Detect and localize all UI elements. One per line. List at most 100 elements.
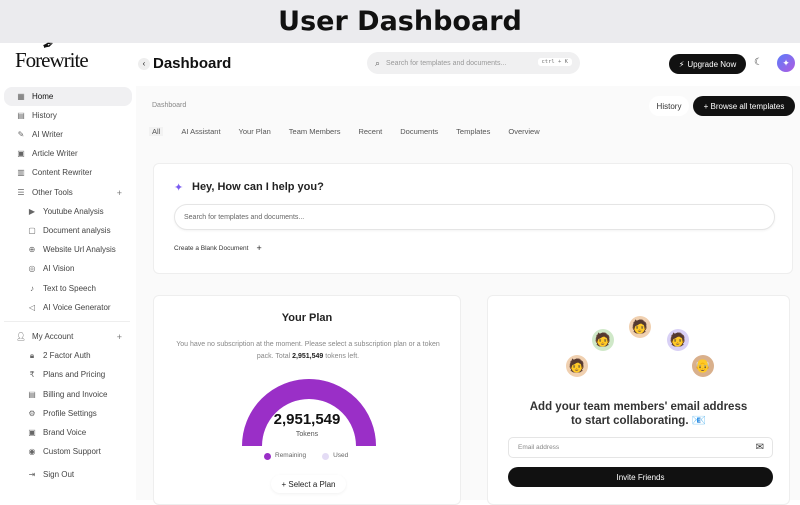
select-plan-button[interactable]: + Select a Plan bbox=[271, 475, 346, 493]
tab-documents[interactable]: Documents bbox=[400, 127, 439, 136]
sidebar-item-billing-and-invoice[interactable]: ▤ Billing and Invoice bbox=[18, 385, 134, 404]
sign-out-button[interactable]: ⇥ Sign Out bbox=[18, 466, 134, 485]
bolt-icon: ⚡︎ bbox=[678, 59, 685, 69]
brand-logo[interactable]: ✒ Forewrite bbox=[15, 38, 89, 72]
tool-icon: ⊕ bbox=[28, 245, 36, 255]
email-placeholder: Email address bbox=[518, 444, 560, 451]
gauge-legend: Remaining Used bbox=[264, 452, 348, 460]
sidebar-item-youtube-analysis[interactable]: ▶ Youtube Analysis bbox=[18, 202, 134, 221]
sidebar-item-article-writer[interactable]: ▣ Article Writer bbox=[4, 145, 132, 164]
tab-all[interactable]: All bbox=[149, 127, 164, 136]
upgrade-button[interactable]: ⚡︎ Upgrade Now bbox=[669, 54, 746, 74]
nav-label: Document analysis bbox=[43, 225, 111, 235]
brand-name: Forewrite bbox=[15, 48, 89, 72]
sign-out-icon: ⇥ bbox=[28, 470, 36, 480]
nav-label: AI Writer bbox=[32, 129, 63, 139]
nav-label: AI Vision bbox=[43, 264, 75, 274]
sidebar-item-ai-voice-generator[interactable]: ◁ AI Voice Generator bbox=[18, 298, 134, 317]
mail-icon: ✉ bbox=[755, 442, 764, 453]
nav-label: Article Writer bbox=[32, 149, 78, 159]
create-blank-document[interactable]: Create a Blank Document bbox=[174, 244, 249, 252]
legend-used: Used bbox=[333, 452, 349, 459]
plus-icon[interactable]: + bbox=[116, 187, 122, 198]
tool-icon: ▶ bbox=[28, 206, 36, 216]
create-blank-row: Create a Blank Document + bbox=[174, 243, 262, 253]
tab-overview[interactable]: Overview bbox=[508, 127, 540, 136]
sidebar-item-website-url-analysis[interactable]: ⊕ Website Url Analysis bbox=[18, 241, 134, 260]
sidebar-item-home[interactable]: ▦ Home bbox=[4, 87, 132, 106]
search-input[interactable]: ⌕ Search for templates and documents... ct… bbox=[367, 52, 580, 74]
token-gauge bbox=[242, 379, 376, 447]
tab-templates[interactable]: Templates bbox=[456, 127, 491, 136]
ai-avatar-button[interactable]: ✦ bbox=[777, 54, 795, 72]
team-avatar: 🧑 bbox=[566, 355, 588, 377]
plus-icon[interactable]: + bbox=[256, 243, 262, 253]
assistant-card: ✦ Hey, How can I help you? Search for te… bbox=[153, 163, 793, 274]
plan-card: Your Plan You have no subscription at th… bbox=[153, 295, 461, 505]
sidebar-item-brand-voice[interactable]: ▣ Brand Voice bbox=[18, 423, 134, 442]
history-button[interactable]: History bbox=[649, 96, 689, 116]
sidebar-item-custom-support[interactable]: ◉ Custom Support bbox=[18, 443, 134, 462]
top-bar: ‹ Dashboard ⌕ Search for templates and do… bbox=[136, 43, 800, 86]
grid-icon: ▦ bbox=[17, 91, 25, 101]
breadcrumb[interactable]: Dashboard bbox=[152, 102, 187, 109]
divider bbox=[4, 321, 130, 323]
nav-label: My Account bbox=[32, 331, 74, 341]
main-content: ‹ Dashboard ⌕ Search for templates and do… bbox=[136, 43, 800, 505]
sparkle-icon: ✦ bbox=[174, 182, 184, 194]
used-swatch bbox=[322, 452, 330, 460]
sidebar-item-ai-writer[interactable]: ✎ AI Writer bbox=[4, 125, 132, 144]
invite-friends-button[interactable]: Invite Friends bbox=[508, 467, 773, 487]
sidebar-item-plans-and-pricing[interactable]: ₹ Plans and Pricing bbox=[18, 366, 134, 385]
tab-recent[interactable]: Recent bbox=[358, 127, 383, 136]
remaining-swatch bbox=[264, 452, 271, 460]
nav-label: Website Url Analysis bbox=[43, 245, 116, 255]
team-avatar: 👴 bbox=[692, 355, 714, 377]
team-text-1: Add your team members' email address bbox=[529, 401, 748, 413]
legend-remaining: Remaining bbox=[275, 452, 307, 459]
account-icon: ▤ bbox=[28, 389, 36, 399]
tab-ai-assistant[interactable]: AI Assistant bbox=[181, 127, 221, 136]
sidebar-item-ai-vision[interactable]: ◎ AI Vision bbox=[18, 260, 134, 279]
nav-label: Profile Settings bbox=[43, 408, 97, 418]
archive-icon: ▤ bbox=[17, 110, 25, 120]
shortcut-hint: ctrl + K bbox=[537, 58, 572, 66]
chevron-left-icon[interactable]: ‹ bbox=[138, 58, 150, 70]
assistant-title: Hey, How can I help you? bbox=[192, 181, 324, 193]
plus-icon[interactable]: + bbox=[116, 331, 122, 342]
account-icon: 🔒︎ bbox=[29, 351, 35, 361]
moon-icon[interactable]: ☾ bbox=[754, 57, 763, 68]
nav-label: Custom Support bbox=[43, 447, 101, 457]
browse-templates-button[interactable]: + Browse all templates bbox=[693, 96, 795, 116]
team-avatar: 🧑 bbox=[667, 329, 689, 351]
sidebar-item-profile-settings[interactable]: ⚙ Profile Settings bbox=[18, 404, 134, 423]
article-icon: ▣ bbox=[17, 149, 25, 159]
tab-bar: All AI Assistant Your Plan Team Members Rece… bbox=[149, 127, 558, 136]
plan-tokens: 2,951,549 bbox=[292, 353, 324, 360]
tool-icon: ▢ bbox=[28, 225, 36, 235]
plan-desc-2: tokens left. bbox=[323, 353, 360, 360]
nav-label: Billing and Invoice bbox=[43, 389, 108, 399]
email-input[interactable]: Email address ✉ bbox=[508, 437, 773, 458]
sidebar-item-text-to-speech[interactable]: ♪ Text to Speech bbox=[18, 279, 134, 298]
sidebar-item-other-tools[interactable]: ☰ Other Tools + bbox=[4, 183, 132, 202]
sidebar-item-content-rewriter[interactable]: ▥ Content Rewriter bbox=[4, 164, 132, 183]
sidebar-item-2-factor-auth[interactable]: 🔒︎ 2 Factor Auth bbox=[18, 347, 134, 366]
sidebar-item-history[interactable]: ▤ History bbox=[4, 106, 132, 125]
sidebar-item-document-analysis[interactable]: ▢ Document analysis bbox=[18, 221, 134, 240]
tool-icon: ◁ bbox=[28, 302, 36, 312]
upgrade-label: Upgrade Now bbox=[687, 59, 737, 69]
gauge-label: Tokens bbox=[295, 431, 319, 438]
nav-label: 2 Factor Auth bbox=[43, 351, 91, 361]
sidebar-item-my-account[interactable]: 👤︎ My Account + bbox=[4, 327, 132, 346]
gauge-remaining-arc bbox=[242, 379, 376, 447]
pen-icon: ✎ bbox=[17, 129, 25, 139]
tab-your-plan[interactable]: Your Plan bbox=[238, 127, 271, 136]
plan-description: You have no subscription at the moment. … bbox=[172, 339, 444, 363]
assistant-search-input[interactable]: Search for templates and documents... bbox=[174, 204, 775, 230]
nav-label: Sign Out bbox=[43, 470, 75, 480]
sidebar: ✒ Forewrite ▦ Home ▤ History ✎ AI Writer ▣ Artic… bbox=[0, 38, 136, 500]
tab-team-members[interactable]: Team Members bbox=[288, 127, 341, 136]
account-icon: ⚙ bbox=[28, 408, 36, 418]
page-title: User Dashboard bbox=[0, 0, 800, 43]
